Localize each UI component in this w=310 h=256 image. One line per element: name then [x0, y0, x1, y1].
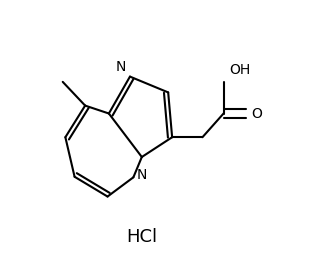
Text: O: O	[251, 106, 262, 121]
Text: OH: OH	[229, 63, 250, 77]
Text: N: N	[137, 167, 147, 182]
Text: N: N	[116, 60, 126, 74]
Text: HCl: HCl	[126, 228, 157, 247]
